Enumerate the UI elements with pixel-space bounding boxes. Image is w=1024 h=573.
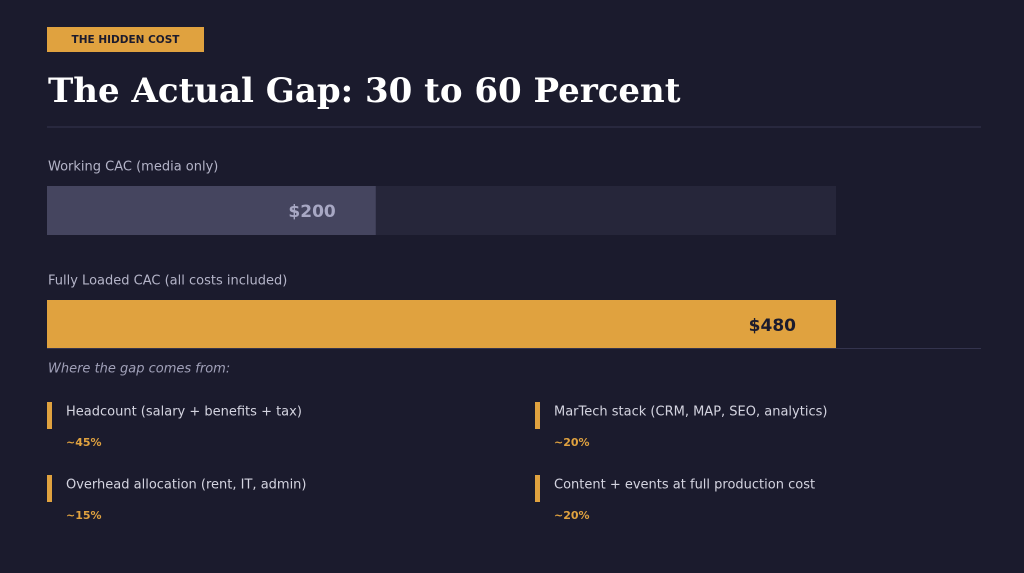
item-marker bbox=[535, 402, 540, 429]
bar-label: Working CAC (media only) bbox=[48, 160, 218, 175]
bar-label: Fully Loaded CAC (all costs included) bbox=[48, 274, 287, 289]
value-label: $480 bbox=[749, 316, 796, 336]
item-share: ~20% bbox=[554, 509, 590, 522]
bar bbox=[47, 186, 376, 235]
item-label: MarTech stack (CRM, MAP, SEO, analytics) bbox=[554, 405, 827, 420]
value-label: $200 bbox=[288, 202, 335, 222]
tag: THE HIDDEN COST bbox=[72, 34, 181, 46]
item-marker bbox=[535, 475, 540, 502]
item-label: Headcount (salary + benefits + tax) bbox=[66, 405, 302, 420]
item-label: Overhead allocation (rent, IT, admin) bbox=[66, 478, 307, 493]
breakdown-heading: Where the gap comes from: bbox=[48, 362, 230, 377]
title: The Actual Gap: 30 to 60 Percent bbox=[48, 71, 681, 111]
item-share: ~20% bbox=[554, 436, 590, 449]
tag-box bbox=[47, 27, 204, 52]
bar bbox=[47, 300, 836, 348]
item-share: ~15% bbox=[66, 509, 102, 522]
item-marker bbox=[47, 475, 52, 502]
item-label: Content + events at full production cost bbox=[554, 478, 815, 493]
item-share: ~45% bbox=[66, 436, 102, 449]
item-marker bbox=[47, 402, 52, 429]
